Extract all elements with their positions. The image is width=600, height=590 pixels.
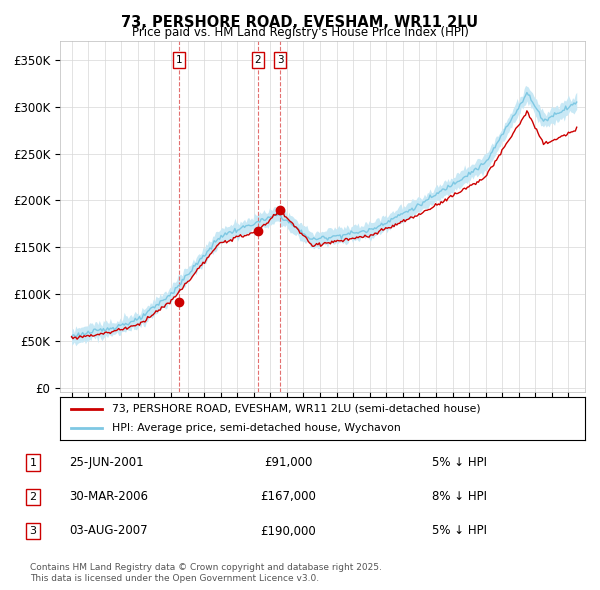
Text: £167,000: £167,000 [260,490,316,503]
Text: £91,000: £91,000 [264,456,312,469]
Text: This data is licensed under the Open Government Licence v3.0.: This data is licensed under the Open Gov… [30,574,319,583]
Text: 73, PERSHORE ROAD, EVESHAM, WR11 2LU (semi-detached house): 73, PERSHORE ROAD, EVESHAM, WR11 2LU (se… [113,404,481,414]
Text: 1: 1 [176,55,182,65]
Text: 73, PERSHORE ROAD, EVESHAM, WR11 2LU: 73, PERSHORE ROAD, EVESHAM, WR11 2LU [121,15,479,30]
Text: 2: 2 [29,492,37,502]
Text: Contains HM Land Registry data © Crown copyright and database right 2025.: Contains HM Land Registry data © Crown c… [30,563,382,572]
Text: 2: 2 [254,55,261,65]
Text: £190,000: £190,000 [260,525,316,537]
Text: 5% ↓ HPI: 5% ↓ HPI [432,456,487,469]
Text: 3: 3 [29,526,37,536]
Text: 1: 1 [29,458,37,467]
Text: HPI: Average price, semi-detached house, Wychavon: HPI: Average price, semi-detached house,… [113,422,401,432]
Text: 5% ↓ HPI: 5% ↓ HPI [432,525,487,537]
Text: 3: 3 [277,55,283,65]
Text: 30-MAR-2006: 30-MAR-2006 [69,490,148,503]
Text: 25-JUN-2001: 25-JUN-2001 [69,456,143,469]
Text: Price paid vs. HM Land Registry's House Price Index (HPI): Price paid vs. HM Land Registry's House … [131,26,469,39]
Text: 8% ↓ HPI: 8% ↓ HPI [432,490,487,503]
Text: 03-AUG-2007: 03-AUG-2007 [69,525,148,537]
